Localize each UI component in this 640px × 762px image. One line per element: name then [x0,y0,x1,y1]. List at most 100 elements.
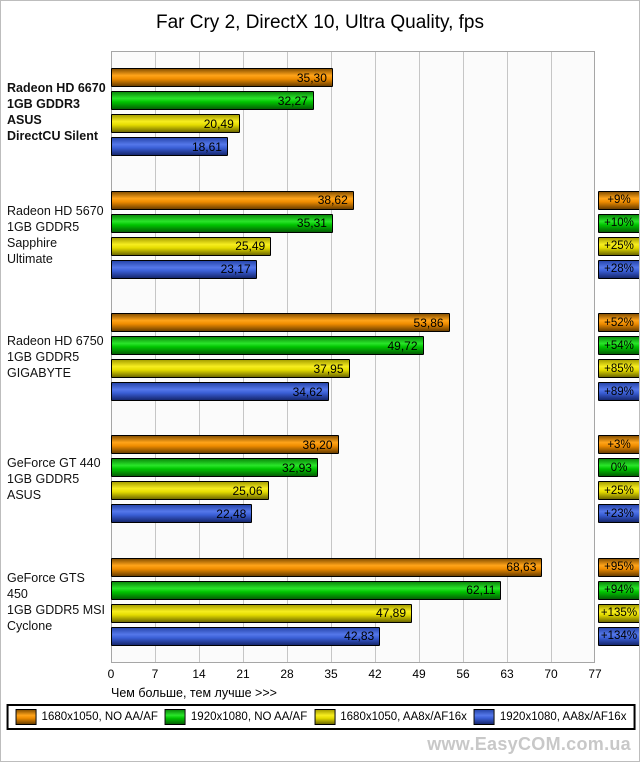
delta-row: +89% [595,382,639,402]
legend-item: 1920x1080, NO AA/AF [164,709,307,725]
bar-value: 62,11 [466,583,496,598]
legend-swatch [473,709,495,725]
bar-value: 23,17 [220,262,251,277]
bar-value: 37,95 [313,361,344,376]
group-label: Radeon HD 6670 1GB GDDR3 ASUS DirectCU Sil… [1,51,111,173]
chart-group: Radeon HD 5670 1GB GDDR5 Sapphire Ultimate 3… [1,173,639,295]
delta-badge: +95% [598,557,639,577]
group-deltas: +3% 0% +25% +23% [595,418,639,540]
group-deltas: +9% +10% +25% +28% [595,173,639,295]
delta-row: +95% [595,557,639,577]
delta-row: +9% [595,190,639,210]
group-label-line: GIGABYTE [7,366,71,381]
group-label-line: Radeon HD 5670 [7,203,104,218]
legend-item: 1920x1080, AA8x/AF16x [473,709,627,725]
bar: 68,63 [111,557,543,577]
group-label-line: 1GB GDDR5 ASUS [7,472,80,503]
group-label-line: 1GB GDDR5 [7,350,80,365]
x-tick-label: 42 [368,667,382,681]
bar-value: 32,27 [277,93,308,108]
group-deltas: +52% +54% +85% +89% [595,296,639,418]
bar-value: 68,63 [506,560,537,575]
group-bars: 68,63 62,11 47,89 42,83 [111,541,595,663]
legend-item: 1680x1050, NO AA/AF [15,709,158,725]
legend-label: 1680x1050, NO AA/AF [41,711,158,723]
group-label-line: DirectCU Silent [7,129,98,144]
x-tick-label: 49 [412,667,426,681]
bar-value: 32,93 [281,460,312,475]
bar-value: 18,61 [191,139,222,154]
bar: 35,30 [111,68,333,88]
group-deltas: +95% +94% +135% +134% [595,541,639,663]
bar: 35,31 [111,213,333,233]
chart-group: GeForce GTS 450 1GB GDDR5 MSI Cyclone 68,63… [1,541,639,663]
chart-group: GeForce GT 440 1GB GDDR5 ASUS 36,20 32,93 25… [1,418,639,540]
delta-row: 0% [595,458,639,478]
bar: 32,27 [111,91,314,111]
bar-value: 22,48 [216,506,247,521]
delta-row: +94% [595,580,639,600]
delta-badge: +135% [598,603,639,623]
group-label: Radeon HD 6750 1GB GDDR5 GIGABYTE [1,296,111,418]
x-axis-caption: Чем больше, тем лучше >>> [111,686,277,700]
group-label-line: Radeon HD 6750 [7,334,104,349]
bar: 32,93 [111,458,318,478]
legend-swatch [164,709,186,725]
group-bars: 36,20 32,93 25,06 22,48 [111,418,595,540]
delta-badge: +28% [598,259,639,279]
x-tick-label: 35 [324,667,338,681]
bar-value: 49,72 [387,338,418,353]
delta-badge: +25% [598,481,639,501]
group-label-line: Ultimate [7,251,53,266]
delta-row: +10% [595,213,639,233]
group-label-line: 1GB GDDR3 ASUS [7,97,80,128]
bar-value: 34,62 [292,384,323,399]
chart-group: Radeon HD 6670 1GB GDDR3 ASUS DirectCU Sil… [1,51,639,173]
bar-value: 53,86 [413,315,444,330]
delta-row: +134% [595,626,639,646]
delta-badge: +23% [598,504,639,524]
bar: 53,86 [111,313,450,333]
delta-row: +52% [595,313,639,333]
delta-badge: +89% [598,382,639,402]
group-bars: 35,30 32,27 20,49 18,61 [111,51,595,173]
delta-badge: +94% [598,580,639,600]
x-tick-label: 28 [280,667,294,681]
chart-title: Far Cry 2, DirectX 10, Ultra Quality, fp… [155,12,484,33]
bar-value: 42,83 [344,629,375,644]
x-tick-label: 21 [236,667,250,681]
bar: 20,49 [111,114,240,134]
legend-label: 1920x1080, AA8x/AF16x [499,711,627,723]
bar-value: 20,49 [203,116,234,131]
x-tick-label: 56 [456,667,470,681]
bar: 23,17 [111,259,257,279]
chart-legend: 1680x1050, NO AA/AF 1920x1080, NO AA/AF 16… [6,704,636,730]
delta-row: +25% [595,481,639,501]
x-tick-label: 70 [544,667,558,681]
bar: 22,48 [111,504,253,524]
bar: 36,20 [111,435,339,455]
bar-value: 38,62 [317,193,348,208]
group-label: GeForce GT 440 1GB GDDR5 ASUS [1,418,111,540]
bar-value: 47,89 [375,606,407,621]
bar: 42,83 [111,626,381,646]
x-tick-label: 14 [192,667,206,681]
group-deltas [595,51,639,173]
delta-row: +23% [595,504,639,524]
bar: 47,89 [111,603,413,623]
x-tick-label: 77 [588,667,602,681]
bar: 37,95 [111,359,350,379]
group-bars: 38,62 35,31 25,49 23,17 [111,173,595,295]
delta-badge: +10% [598,213,639,233]
delta-row [595,137,639,156]
delta-badge: 0% [598,458,639,478]
delta-row: +3% [595,435,639,455]
group-bars: 53,86 49,72 37,95 34,62 [111,296,595,418]
chart-group: Radeon HD 6750 1GB GDDR5 GIGABYTE 53,86 49,7… [1,296,639,418]
bar: 25,06 [111,481,269,501]
bar: 34,62 [111,382,329,402]
delta-badge: +9% [598,190,639,210]
delta-badge: +54% [598,336,639,356]
group-label-line: Radeon HD 6670 [7,81,106,96]
x-axis-ticks: 0 7 14 21 28 35 42 49 56 63 70 77 [108,667,602,681]
